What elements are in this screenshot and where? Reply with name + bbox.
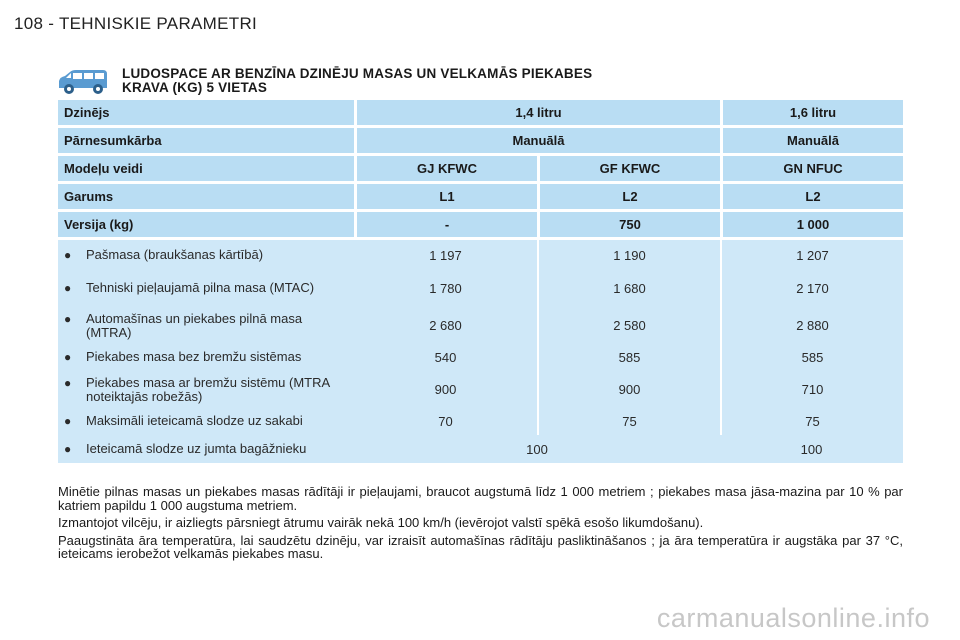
bullet-icon: ● — [64, 350, 72, 364]
table-row: ● Maksimāli ieteicamā slodze uz sakabi 70… — [58, 408, 903, 435]
note-paragraph: Paaugstināta āra temperatūra, lai saudzē… — [58, 532, 903, 561]
table-row: ● Automašīnas un piekabes pilnā masa (MTR… — [58, 307, 903, 344]
cell: 710 — [720, 371, 903, 408]
cell: L1 — [354, 184, 537, 209]
cell: 540 — [354, 344, 537, 371]
title-line-2: KRAVA (KG) 5 VIETAS — [122, 80, 268, 95]
cell: - — [354, 212, 537, 237]
header-row-version: Versija (kg) - 750 1 000 — [58, 212, 903, 237]
row-label: Dzinējs — [58, 100, 354, 125]
cell: 100 — [720, 435, 903, 463]
cell: 900 — [354, 371, 537, 408]
car-van-icon — [59, 70, 107, 94]
header-row-model: Modeļu veidi GJ KFWC GF KFWC GN NFUC — [58, 156, 903, 181]
row-label: Piekabes masa ar bremžu sistēmu (MTRA no… — [86, 374, 330, 404]
cell: 1 207 — [720, 240, 903, 270]
cell: 1 197 — [354, 240, 537, 270]
row-label: Piekabes masa bez bremžu sistēmas — [86, 349, 302, 364]
cell: L2 — [720, 184, 903, 209]
row-label: Garums — [58, 184, 354, 209]
table-row: ● Piekabes masa bez bremžu sistēmas 540 5… — [58, 344, 903, 371]
page-header: 108 - TEHNISKIE PARAMETRI — [14, 14, 258, 33]
cell: 1 680 — [537, 270, 720, 307]
title-line-1: LUDOSPACE AR BENZĪNA DZINĒJU MASAS UN VE… — [122, 66, 593, 81]
header-row-length: Garums L1 L2 L2 — [58, 184, 903, 209]
watermark: carmanualsonline.info — [656, 603, 930, 633]
row-label: Modeļu veidi — [58, 156, 354, 181]
row-label: Tehniski pieļaujamā pilna masa (MTAC) — [86, 280, 315, 295]
table-row: ● Piekabes masa ar bremžu sistēmu (MTRA n… — [58, 371, 903, 408]
header-row-engine: Dzinējs 1,4 litru 1,6 litru — [58, 100, 903, 125]
cell: 585 — [537, 344, 720, 371]
cell: 2 170 — [720, 270, 903, 307]
cell: 585 — [720, 344, 903, 371]
row-label: Automašīnas un piekabes pilnā masa (MTRA… — [86, 310, 303, 340]
header-row-gearbox: Pārnesumkārba Manuālā Manuālā — [58, 128, 903, 153]
bullet-icon: ● — [64, 441, 72, 456]
row-label: Pašmasa (braukšanas kārtībā) — [86, 246, 264, 262]
cell: 75 — [720, 408, 903, 435]
cell: 2 680 — [354, 307, 537, 344]
cell: 100 — [354, 435, 720, 463]
bullet-icon: ● — [64, 311, 72, 326]
cell: L2 — [537, 184, 720, 209]
table-row: ● Pašmasa (braukšanas kārtībā) 1 197 1 19… — [58, 240, 903, 270]
table-row: ● Ieteicamā slodze uz jumta bagāžnieku 10… — [58, 435, 903, 463]
cell: 750 — [537, 212, 720, 237]
row-label: Maksimāli ieteicamā slodze uz sakabi — [86, 413, 303, 428]
cell: GF KFWC — [537, 156, 720, 181]
cell: 2 580 — [537, 307, 720, 344]
section-title: LUDOSPACE AR BENZĪNA DZINĒJU MASAS UN VE… — [122, 67, 762, 95]
bullet-icon: ● — [64, 375, 72, 390]
cell: Manuālā — [354, 128, 720, 153]
cell: 1,6 litru — [720, 100, 903, 125]
notes: Minētie pilnas masas un piekabes masas r… — [58, 485, 903, 565]
cell: GN NFUC — [720, 156, 903, 181]
cell: 75 — [537, 408, 720, 435]
cell: 2 880 — [720, 307, 903, 344]
note-paragraph: Minētie pilnas masas un piekabes masas r… — [58, 484, 903, 513]
cell: 1,4 litru — [354, 100, 720, 125]
cell: 70 — [354, 408, 537, 435]
row-label: Versija (kg) — [58, 212, 354, 237]
note-paragraph: Izmantojot vilcēju, ir aizliegts pārsnie… — [58, 515, 704, 530]
cell: 900 — [537, 371, 720, 408]
cell: 1 190 — [537, 240, 720, 270]
bullet-icon: ● — [64, 281, 72, 295]
bullet-icon: ● — [64, 414, 72, 428]
row-label: Ieteicamā slodze uz jumta bagāžnieku — [86, 440, 307, 456]
row-label: Pārnesumkārba — [58, 128, 354, 153]
table-row: ● Tehniski pieļaujamā pilna masa (MTAC) 1… — [58, 270, 903, 307]
cell: 1 000 — [720, 212, 903, 237]
cell: GJ KFWC — [354, 156, 537, 181]
bullet-icon: ● — [64, 247, 72, 262]
cell: 1 780 — [354, 270, 537, 307]
cell: Manuālā — [720, 128, 903, 153]
specs-table: Dzinējs 1,4 litru 1,6 litru Pārnesumkārb… — [58, 100, 903, 463]
